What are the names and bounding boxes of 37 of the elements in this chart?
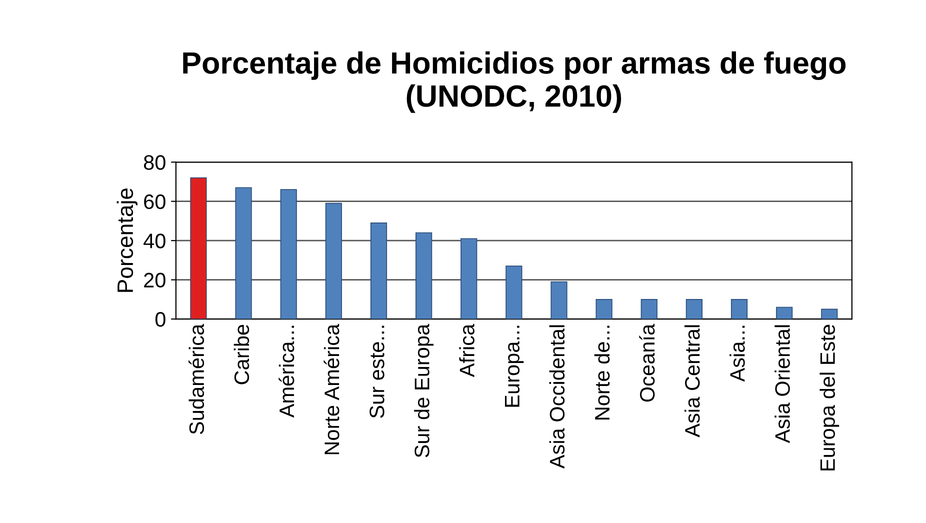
bar [550, 281, 568, 320]
x-tick-label: Norte América [324, 324, 340, 454]
x-tick-label: Norte de... [594, 326, 610, 420]
x-tick-label: Sur de Europa [414, 324, 434, 458]
x-tick-label: Sur este... [370, 326, 384, 418]
bar [686, 299, 702, 320]
x-tick-label: Oceanía [639, 324, 655, 402]
bar [730, 299, 748, 320]
y-tick-label: 0 [155, 312, 166, 327]
bar [596, 299, 612, 320]
y-tick-label: 60 [144, 194, 166, 210]
bar [370, 222, 388, 320]
bar [280, 189, 297, 320]
x-tick-label: América... [278, 326, 294, 418]
bar [460, 238, 478, 320]
x-tick-label: Asia... [730, 326, 745, 382]
bar [640, 299, 658, 320]
x-tick-label: Africa [459, 324, 474, 378]
x-tick-label: Asia Oriental [774, 325, 790, 444]
bar [190, 177, 207, 320]
bar [325, 202, 342, 320]
bar [821, 308, 838, 320]
y-tick-label: 20 [144, 272, 166, 288]
x-tick-label: Europa... [504, 326, 524, 407]
bar [235, 187, 252, 320]
x-tick-label: Caribe [234, 324, 250, 384]
x-tick-label: Asia Central [684, 325, 700, 438]
y-tick-label: 40 [144, 234, 166, 248]
chart-title: Porcentaje de Homicidios por armas de fuego (UNODC, 2010) [183, 51, 846, 113]
y-axis-title: Porcentaje [116, 188, 138, 292]
bar [415, 232, 432, 320]
bar [776, 306, 793, 320]
bar [506, 266, 522, 320]
x-tick-label: Europa del Este [820, 324, 840, 470]
x-tick-label: Sudamérica [188, 324, 204, 434]
x-tick-label: Asia Occidental [549, 325, 565, 469]
y-tick-label: 80 [144, 155, 166, 170]
